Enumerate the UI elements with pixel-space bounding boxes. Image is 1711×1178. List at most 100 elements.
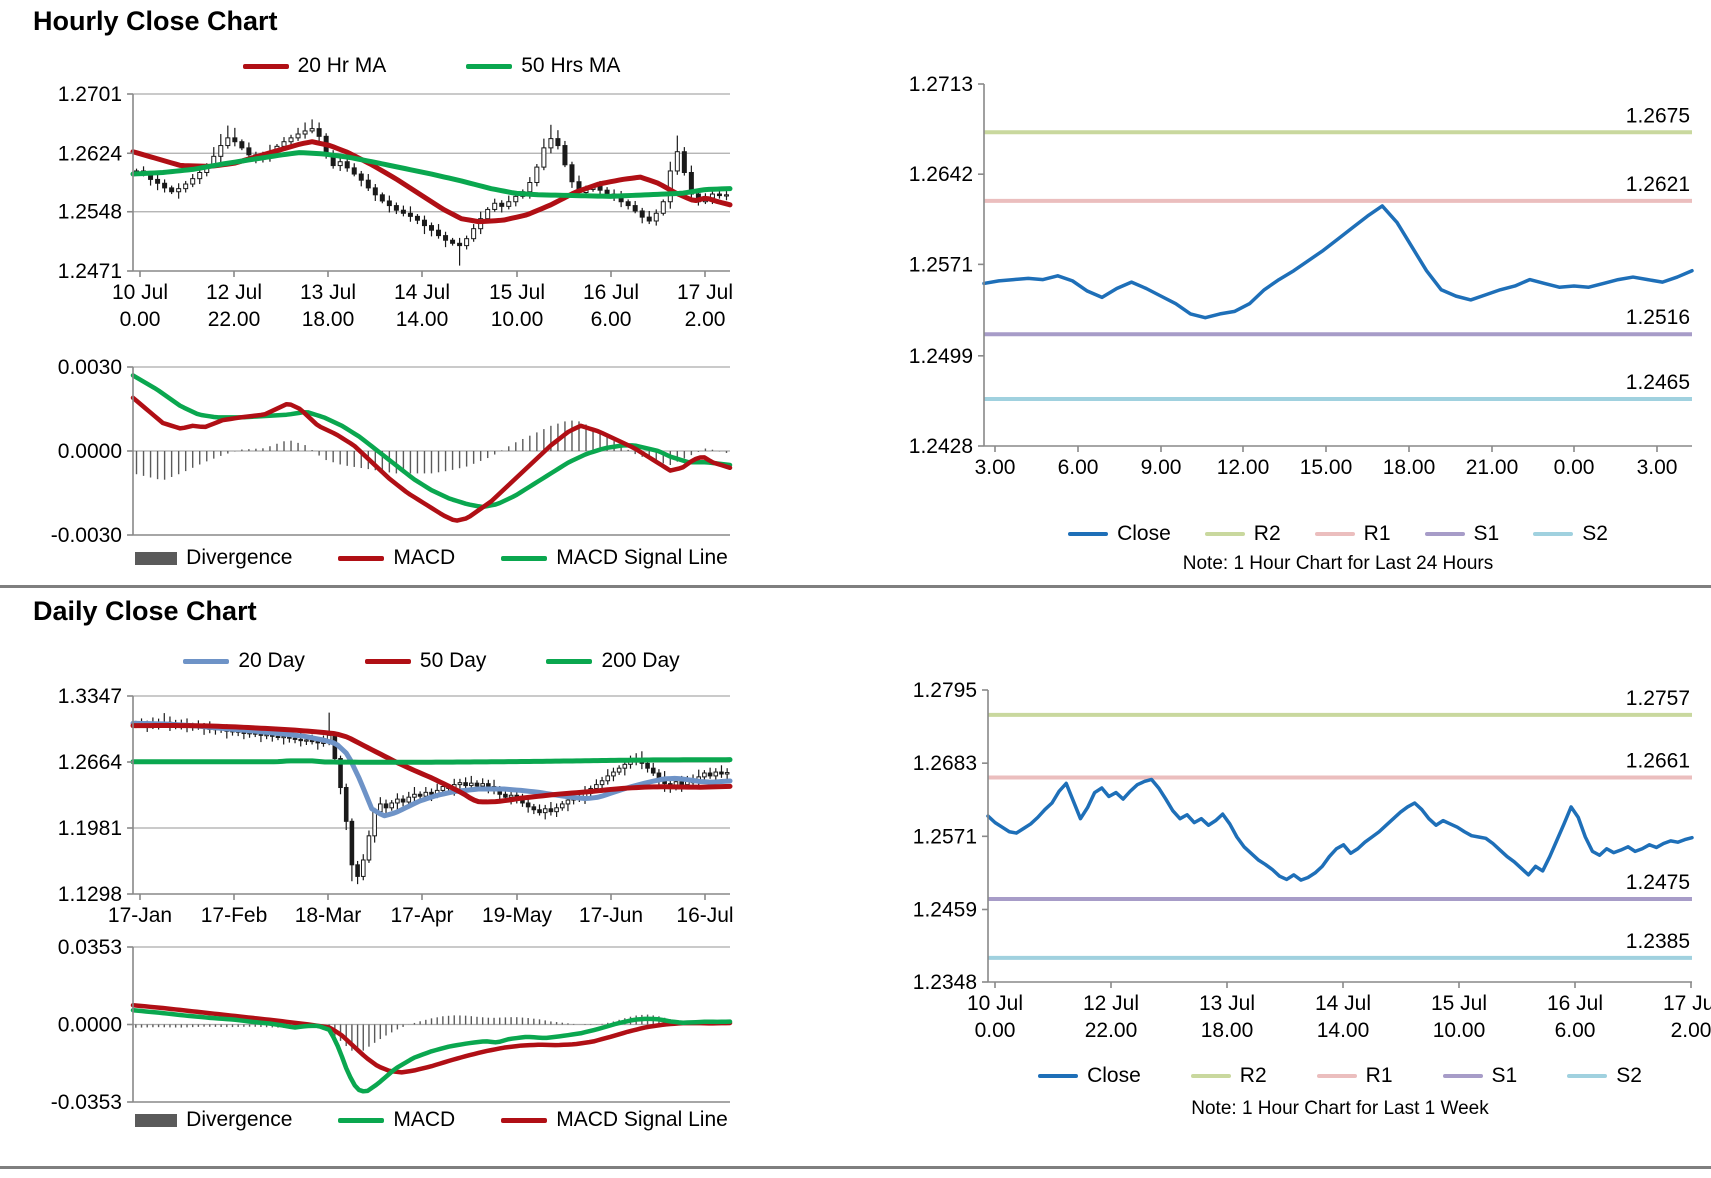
legend-label: S2: [1582, 522, 1608, 545]
weekly-sr-chart-legend: Close R2 R1 S1 S2: [988, 1064, 1692, 1088]
legend-label: Close: [1087, 1064, 1141, 1087]
legend-line-swatch-icon: [466, 63, 513, 69]
y-tick-label: 1.2571: [913, 825, 977, 848]
daily-section-title: Daily Close Chart: [33, 596, 257, 626]
candle-body: [423, 791, 429, 797]
y-tick-label: 1.2548: [58, 201, 122, 224]
legend-line-swatch-icon: [546, 658, 593, 664]
candle-body: [569, 164, 575, 183]
x-tick-label: 14 Jul: [1315, 992, 1371, 1015]
x-tick-label: 19-May: [482, 904, 553, 927]
y-tick-label: 1.2642: [909, 163, 973, 186]
candle-body: [719, 771, 724, 775]
legend-line-swatch-icon: [1204, 532, 1245, 536]
x-tick-label: 15 Jul: [489, 281, 545, 304]
daily-macd-chart: 0.0353 0.0000 -0.0353: [51, 936, 733, 1114]
candle-body: [707, 772, 713, 777]
candle-body: [429, 791, 434, 795]
y-tick-label: -0.0030: [51, 524, 122, 547]
x-tick-label: 3.00: [1637, 456, 1678, 479]
candle-body: [645, 762, 650, 769]
legend-item: 50 Day: [364, 649, 487, 673]
x-tick-label: 18.00: [1383, 456, 1436, 479]
x-tick-label: 18.00: [302, 308, 355, 331]
legend-line-swatch-icon: [1190, 1074, 1231, 1078]
legend-item: MACD: [338, 1108, 455, 1132]
y-tick-label: 1.2795: [913, 679, 977, 702]
legend-label: 50 Day: [419, 649, 487, 672]
candle-body: [646, 216, 652, 222]
candle-body: [457, 242, 463, 247]
series-macd: [130, 395, 733, 523]
x-tick-label: 10.00: [491, 308, 544, 331]
x-tick-label: 3.00: [975, 456, 1016, 479]
candle-body: [218, 145, 224, 157]
candle-body: [315, 741, 321, 744]
legend-label: S1: [1491, 1064, 1518, 1087]
legend-line-swatch-icon: [1533, 532, 1574, 536]
x-tick-label: 14 Jul: [394, 281, 450, 304]
candle-body: [155, 178, 161, 184]
candle-body: [383, 803, 389, 809]
candle-body: [554, 807, 559, 813]
legend-item: Close: [1068, 522, 1171, 546]
legend-item: Divergence: [135, 546, 292, 570]
candle-body: [360, 859, 366, 877]
candle-body: [281, 141, 287, 147]
hourly-price-chart-legend: 20 Hr MA 50 Hrs MA: [133, 54, 730, 78]
legend-item: Close: [1038, 1064, 1141, 1088]
candle-body: [499, 202, 505, 207]
x-tick-label: 6.00: [591, 308, 632, 331]
candle-body: [625, 201, 631, 207]
candle-body: [559, 803, 565, 809]
pivot-label-R1: 1.2621: [1626, 173, 1690, 196]
candle-body: [169, 187, 175, 193]
legend-label: MACD: [393, 546, 456, 569]
pivot-label-R1: 1.2661: [1626, 750, 1690, 773]
legend-line-swatch-icon: [183, 658, 230, 664]
candle-body: [232, 137, 238, 143]
x-tick-label: 17 Jul: [677, 281, 733, 304]
x-tick-label: 0.00: [975, 1019, 1016, 1042]
candle-body: [275, 735, 281, 738]
legend-item: Divergence: [135, 1108, 292, 1132]
candle-body: [440, 786, 446, 791]
candle-body: [474, 782, 480, 787]
legend-label: 200 Day: [601, 649, 680, 672]
x-tick-label: 14.00: [1317, 1019, 1370, 1042]
candle-body: [674, 151, 680, 172]
y-tick-label: 1.1981: [58, 817, 122, 840]
series-20day-ma: [130, 720, 733, 819]
candle-body: [604, 189, 610, 195]
candle-body: [480, 783, 485, 787]
series-macd-signal: [130, 1002, 733, 1075]
x-tick-label: 16 Jul: [1547, 992, 1603, 1015]
y-tick-label: 1.2428: [909, 435, 973, 458]
y-tick-label: 1.2624: [58, 142, 123, 165]
candle-body: [309, 128, 315, 132]
section-divider: [0, 585, 1711, 588]
candle-body: [393, 205, 399, 211]
legend-line-swatch-icon: [364, 658, 411, 664]
daily-macd-chart-legend: Divergence MACD MACD Signal Line: [133, 1108, 730, 1132]
candle-body: [389, 802, 394, 809]
candle-body: [702, 772, 707, 778]
candle-body: [555, 138, 561, 147]
x-tick-label: 15.00: [1300, 456, 1353, 479]
candle-body: [611, 771, 616, 777]
y-tick-label: 0.0353: [58, 936, 122, 959]
legend-bar-swatch-icon: [135, 551, 178, 565]
x-tick-label: 13 Jul: [1199, 992, 1255, 1015]
candle-body: [492, 202, 498, 210]
x-tick-label: 13 Jul: [300, 281, 356, 304]
legend-label: Divergence: [186, 546, 293, 569]
hourly-macd-chart: 0.0030 0.0000 -0.0030: [51, 356, 733, 547]
x-tick-label: 9.00: [1141, 456, 1182, 479]
legend-bar-swatch-icon: [135, 1113, 178, 1127]
candle-body: [639, 210, 645, 218]
legend-item: MACD Signal Line: [501, 546, 728, 570]
legend-item: R2: [1190, 1064, 1267, 1088]
candle-body: [400, 209, 406, 214]
